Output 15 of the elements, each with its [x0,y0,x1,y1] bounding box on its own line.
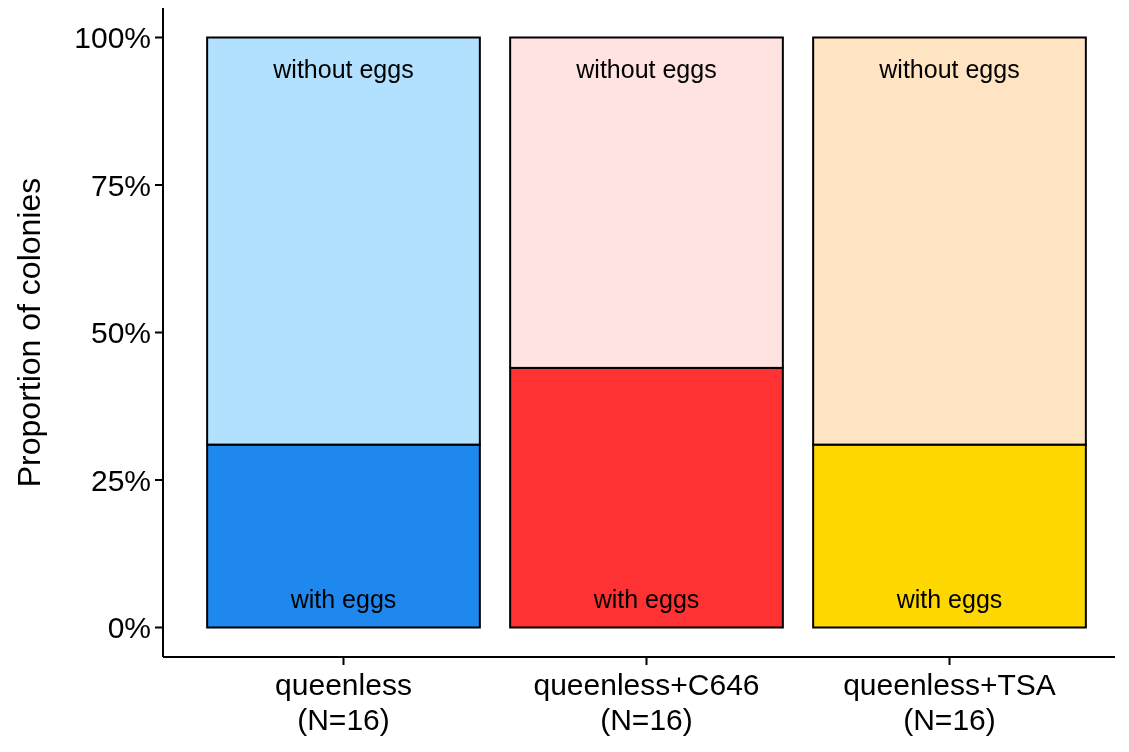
x-tick-label: queenless+C646 (N=16) [533,668,760,736]
series-label: without eggs [272,54,414,83]
x-tick-label: queenless+TSA (N=16) [843,668,1056,736]
text: without eggs [576,54,717,83]
y-tick-label: 0% [107,611,151,644]
text: with eggs [896,584,1003,613]
text: with eggs [593,584,700,613]
x-tick-label: queenless (N=16) [275,668,412,736]
text: without eggs [879,54,1020,83]
y-tick-label: 75% [90,168,151,202]
series-label: with eggs [289,584,397,613]
y-tick-label: 25% [90,463,151,497]
y-axis-title: Proportion of colonies [11,177,47,488]
y-tick-label: 50% [90,316,151,349]
y-tick-label: 100% [74,21,151,54]
